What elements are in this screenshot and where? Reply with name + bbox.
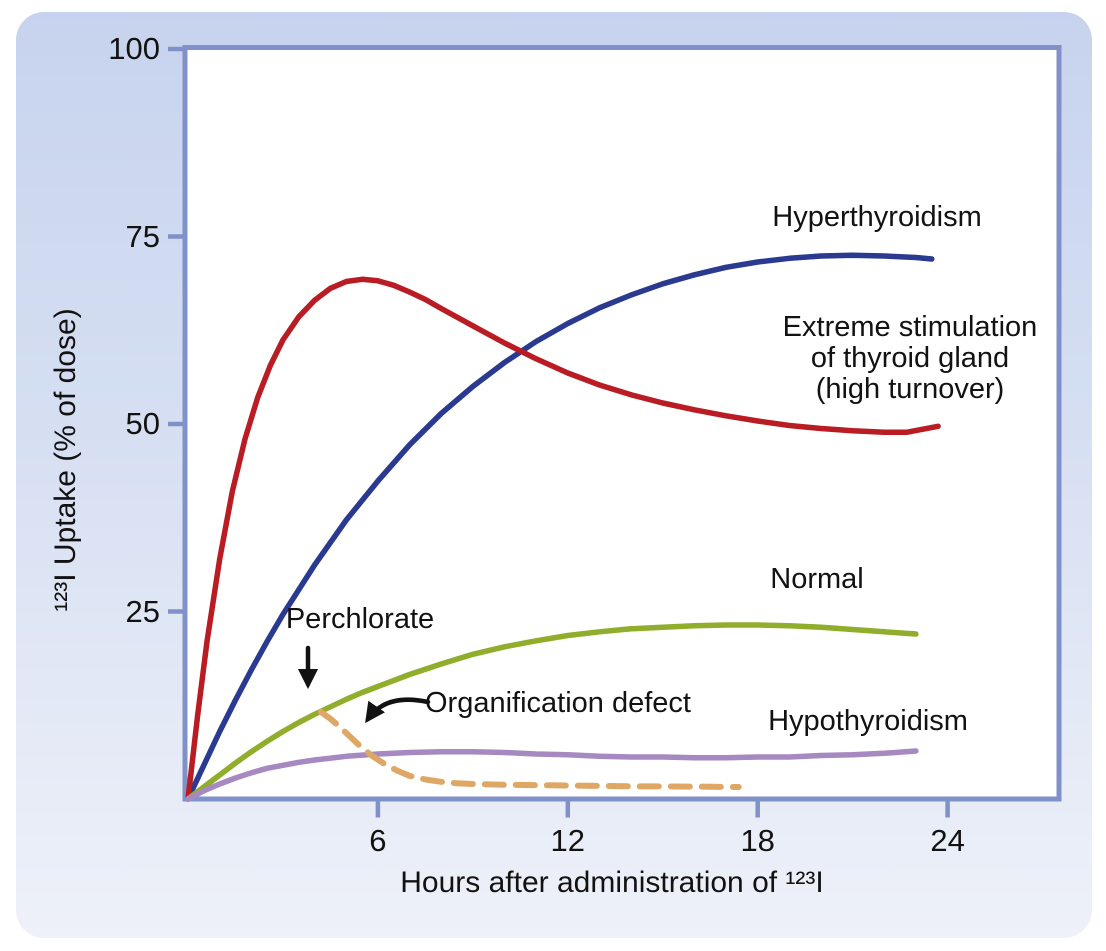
normal-label: Normal	[770, 563, 864, 595]
x-axis-title: Hours after administration of ¹²³I	[400, 866, 824, 899]
y-axis-title: ¹²³I Uptake (% of dose)	[49, 308, 82, 612]
extreme-stimulation-line1: Extreme stimulation	[782, 311, 1038, 343]
normal-curve	[185, 622, 919, 802]
extreme-stimulation-label: Extreme stimulation of thyroid gland (hi…	[745, 312, 1075, 405]
perchlorate-label: Perchlorate	[285, 603, 435, 635]
organification-defect-curve	[317, 709, 742, 790]
extreme-stimulation-line2: of thyroid gland	[810, 342, 1010, 374]
extreme-stimulation-line3: (high turnover)	[815, 373, 1005, 405]
curves	[185, 252, 941, 802]
y-tick-label-100: 100	[108, 31, 160, 66]
y-tick-label-25: 25	[125, 593, 160, 629]
x-tick-label-6: 6	[369, 823, 387, 858]
organification-arrow	[365, 697, 431, 724]
x-tick-label-12: 12	[550, 823, 586, 858]
extreme-stimulation-curve	[185, 276, 941, 802]
hypothyroidism-label: Hypothyroidism	[768, 705, 968, 737]
y-tick-label-75: 75	[125, 218, 160, 254]
axis-ticks	[168, 46, 950, 818]
x-tick-label-24: 24	[930, 823, 965, 858]
y-tick-label-50: 50	[125, 406, 160, 441]
x-tick-label-18: 18	[740, 823, 775, 858]
hyperthyroidism-label: Hyperthyroidism	[772, 201, 982, 233]
organification-defect-label: Organification defect	[425, 687, 691, 719]
hypothyroidism-curve	[185, 748, 919, 802]
plot-area	[182, 45, 1062, 802]
